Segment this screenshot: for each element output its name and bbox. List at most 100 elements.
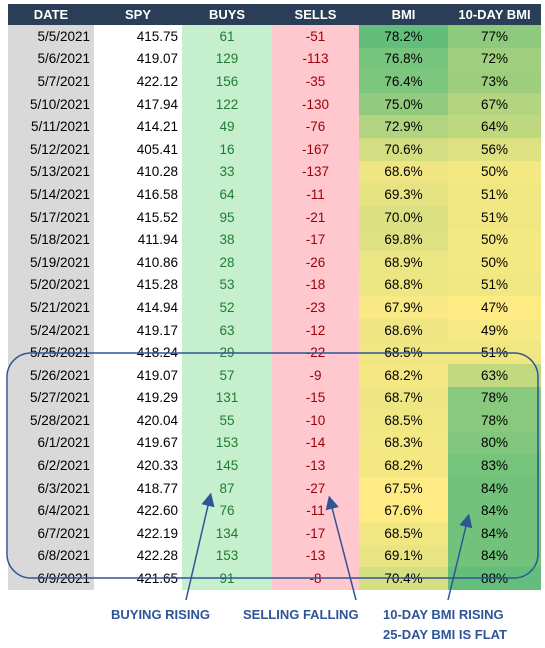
bmi-cell: 68.9% (359, 250, 448, 274)
bmi-cell: 69.3% (359, 183, 448, 206)
buys-cell: 76 (182, 499, 272, 523)
buys-cell: 64 (182, 183, 272, 206)
bmi10-cell: 73% (448, 70, 541, 93)
spy-cell: 419.17 (94, 318, 182, 342)
sells-cell: -26 (272, 250, 359, 274)
sells-cell: -76 (272, 115, 359, 138)
buys-cell: 153 (182, 544, 272, 568)
sells-cell: -167 (272, 137, 359, 161)
bmi-cell: 68.3% (359, 431, 448, 455)
date-cell: 5/28/2021 (8, 409, 94, 432)
bmi-cell: 69.1% (359, 544, 448, 568)
bmi-cell: 70.6% (359, 137, 448, 161)
date-cell: 5/11/2021 (8, 115, 94, 138)
date-cell: 6/4/2021 (8, 499, 94, 523)
spy-cell: 420.04 (94, 409, 182, 432)
sells-cell: -27 (272, 476, 359, 500)
header-bmi: BMI (359, 4, 448, 25)
table-row: 5/25/2021 418.24 29 -22 68.5% 51% (8, 341, 541, 364)
spy-cell: 418.77 (94, 476, 182, 500)
buys-cell: 134 (182, 522, 272, 545)
buys-cell: 156 (182, 70, 272, 93)
bmi10-cell: 72% (448, 47, 541, 71)
spy-cell: 410.28 (94, 160, 182, 184)
buys-cell: 55 (182, 409, 272, 432)
bmi-data-table: DATE SPY BUYS SELLS BMI 10-DAY BMI 5/5/2… (8, 4, 541, 590)
spy-cell: 419.07 (94, 47, 182, 71)
date-cell: 6/1/2021 (8, 431, 94, 455)
spy-cell: 411.94 (94, 228, 182, 251)
bmi10-cell: 49% (448, 318, 541, 342)
bmi-cell: 78.2% (359, 25, 448, 48)
bmi-cell: 75.0% (359, 92, 448, 116)
table-row: 5/18/2021 411.94 38 -17 69.8% 50% (8, 228, 541, 251)
date-cell: 5/24/2021 (8, 318, 94, 342)
header-row: DATE SPY BUYS SELLS BMI 10-DAY BMI (8, 4, 541, 25)
table-row: 5/19/2021 410.86 28 -26 68.9% 50% (8, 250, 541, 274)
buys-cell: 131 (182, 386, 272, 410)
table-row: 5/28/2021 420.04 55 -10 68.5% 78% (8, 409, 541, 432)
buys-cell: 16 (182, 137, 272, 161)
spy-cell: 420.33 (94, 454, 182, 477)
table-row: 6/3/2021 418.77 87 -27 67.5% 84% (8, 476, 541, 500)
bmi10-cell: 50% (448, 250, 541, 274)
table-row: 5/27/2021 419.29 131 -15 68.7% 78% (8, 386, 541, 410)
spy-cell: 422.28 (94, 544, 182, 568)
bmi-cell: 68.8% (359, 273, 448, 297)
bmi-cell: 68.7% (359, 386, 448, 410)
bmi-cell: 68.5% (359, 341, 448, 364)
date-cell: 5/6/2021 (8, 47, 94, 71)
bmi10-cell: 51% (448, 273, 541, 297)
bmi-cell: 67.6% (359, 499, 448, 523)
bmi10-cell: 84% (448, 499, 541, 523)
sells-cell: -10 (272, 409, 359, 432)
sells-cell: -11 (272, 183, 359, 206)
buys-cell: 53 (182, 273, 272, 297)
bmi10-cell: 78% (448, 409, 541, 432)
sells-cell: -8 (272, 567, 359, 590)
bmi-cell: 68.5% (359, 409, 448, 432)
table-body: 5/5/2021 415.75 61 -51 78.2% 77% 5/6/2021 419.0… (8, 25, 541, 590)
buys-cell: 28 (182, 250, 272, 274)
spy-cell: 405.41 (94, 137, 182, 161)
header-spy: SPY (94, 4, 182, 25)
sells-cell: -9 (272, 363, 359, 387)
header-buys: BUYS (182, 4, 272, 25)
bmi10-cell: 84% (448, 544, 541, 568)
sells-cell: -15 (272, 386, 359, 410)
sells-cell: -137 (272, 160, 359, 184)
sells-cell: -17 (272, 228, 359, 251)
bmi-cell: 67.5% (359, 476, 448, 500)
spy-cell: 415.75 (94, 25, 182, 48)
buys-cell: 29 (182, 341, 272, 364)
bmi10-cell: 51% (448, 341, 541, 364)
spy-cell: 422.19 (94, 522, 182, 545)
date-cell: 5/10/2021 (8, 92, 94, 116)
date-cell: 5/7/2021 (8, 70, 94, 93)
buys-cell: 129 (182, 47, 272, 71)
sells-cell: -23 (272, 296, 359, 319)
buys-cell: 38 (182, 228, 272, 251)
buys-cell: 52 (182, 296, 272, 319)
buys-cell: 33 (182, 160, 272, 184)
bmi10-cell: 64% (448, 115, 541, 138)
date-cell: 5/5/2021 (8, 25, 94, 48)
date-cell: 6/8/2021 (8, 544, 94, 568)
table-row: 5/7/2021 422.12 156 -35 76.4% 73% (8, 70, 541, 93)
table-row: 6/2/2021 420.33 145 -13 68.2% 83% (8, 454, 541, 477)
table-row: 5/24/2021 419.17 63 -12 68.6% 49% (8, 318, 541, 342)
table-row: 5/11/2021 414.21 49 -76 72.9% 64% (8, 115, 541, 138)
sells-cell: -17 (272, 522, 359, 545)
bmi10-cell: 47% (448, 296, 541, 319)
bmi-cell: 72.9% (359, 115, 448, 138)
spy-cell: 414.94 (94, 296, 182, 319)
table-row: 5/6/2021 419.07 129 -113 76.8% 72% (8, 47, 541, 71)
bmi-cell: 70.4% (359, 567, 448, 590)
table-row: 6/9/2021 421.65 91 -8 70.4% 88% (8, 567, 541, 590)
bmi10-cell: 51% (448, 183, 541, 206)
sells-cell: -12 (272, 318, 359, 342)
bmi10-cell: 80% (448, 431, 541, 455)
table-row: 5/21/2021 414.94 52 -23 67.9% 47% (8, 296, 541, 319)
bmi-cell: 67.9% (359, 296, 448, 319)
bmi-rising-label: 10-DAY BMI RISING (383, 607, 504, 622)
